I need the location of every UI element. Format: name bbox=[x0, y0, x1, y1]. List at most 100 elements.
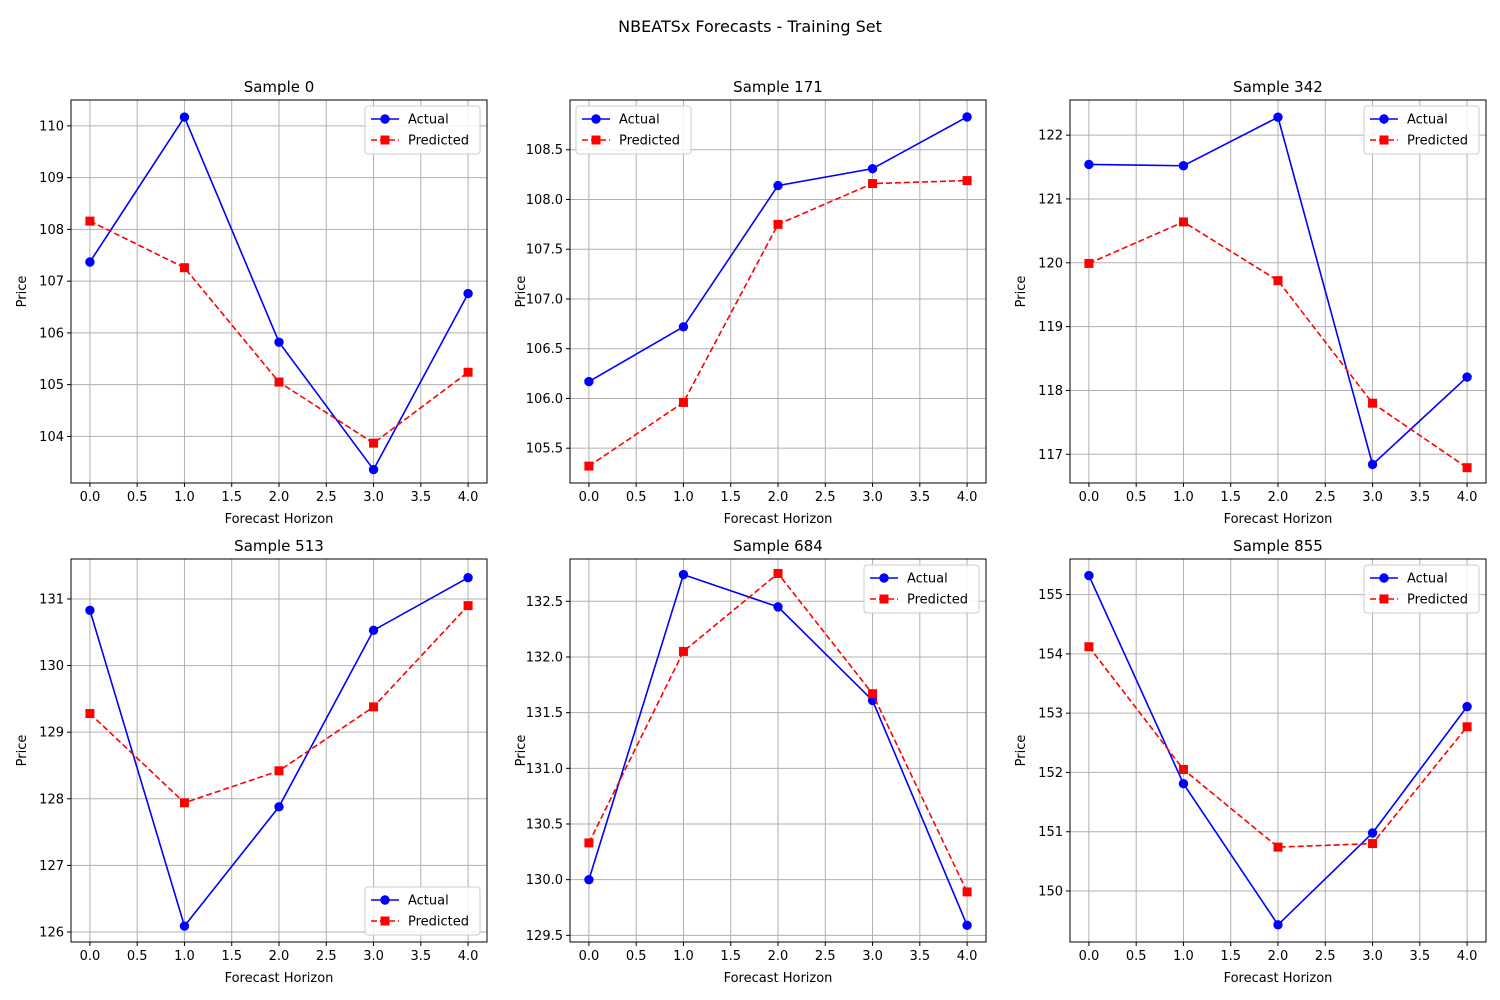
y-tick-label: 128 bbox=[39, 792, 64, 807]
y-axis-label: Price bbox=[1014, 735, 1029, 767]
y-tick-label: 152 bbox=[1038, 766, 1063, 781]
y-tick-label: 120 bbox=[1038, 256, 1063, 271]
x-tick-label: 3.5 bbox=[1409, 490, 1430, 505]
data-point-predicted bbox=[463, 367, 473, 377]
legend-label-predicted: Predicted bbox=[1407, 593, 1468, 608]
data-point-actual bbox=[1367, 828, 1378, 838]
x-tick-label: 1.5 bbox=[221, 949, 242, 964]
data-point-actual bbox=[368, 625, 379, 635]
legend-marker-predicted bbox=[380, 916, 390, 926]
legend: Actual Predicted bbox=[575, 105, 692, 155]
x-tick-label: 1.5 bbox=[221, 490, 242, 505]
subplot-grid: 0.0 0.5 1.0 1.5 2.0 2.5 3.0 3.5 4.0 104 105 106 107 1… bbox=[15, 78, 1487, 986]
data-point-actual bbox=[773, 602, 783, 612]
legend-marker-actual bbox=[591, 114, 601, 124]
legend-label-predicted: Predicted bbox=[408, 915, 469, 930]
y-tick-label: 110 bbox=[39, 119, 64, 134]
legend: Actual Predicted bbox=[364, 105, 481, 155]
subplot-0: 0.0 0.5 1.0 1.5 2.0 2.5 3.0 3.5 4.0 104 105 106 107 1… bbox=[15, 78, 488, 527]
data-point-actual bbox=[584, 874, 594, 885]
x-tick-label: 1.0 bbox=[1173, 949, 1194, 964]
y-tick-label: 119 bbox=[1038, 320, 1063, 335]
y-tick-label: 131.5 bbox=[526, 706, 563, 721]
legend-box bbox=[863, 564, 980, 614]
legend: Actual Predicted bbox=[1363, 105, 1480, 155]
x-tick-label: 0.5 bbox=[127, 490, 148, 505]
y-tick-label: 130 bbox=[39, 659, 64, 674]
legend-label-predicted: Predicted bbox=[408, 134, 469, 149]
data-point-actual bbox=[1178, 161, 1189, 171]
x-tick-label: 4.0 bbox=[458, 949, 479, 964]
subplot-title: Sample 855 bbox=[1233, 537, 1323, 555]
data-point-predicted bbox=[179, 798, 189, 808]
legend-label-actual: Actual bbox=[619, 113, 660, 128]
data-point-actual bbox=[773, 180, 783, 191]
y-tick-label: 104 bbox=[39, 430, 64, 445]
x-tick-label: 1.0 bbox=[174, 490, 195, 505]
plot-frame bbox=[70, 558, 488, 943]
x-tick-label: 1.0 bbox=[673, 949, 694, 964]
subplot-5: 0.0 0.5 1.0 1.5 2.0 2.5 3.0 3.5 4.0 150 151 152 153 1… bbox=[1014, 537, 1487, 986]
data-point-actual bbox=[463, 288, 473, 299]
y-tick-label: 155 bbox=[1038, 588, 1063, 603]
data-point-actual bbox=[678, 569, 689, 580]
subplot-3: 0.0 0.5 1.0 1.5 2.0 2.5 3.0 3.5 4.0 126 127 128 129 1… bbox=[15, 537, 488, 986]
data-point-predicted bbox=[584, 461, 594, 471]
data-point-actual bbox=[368, 464, 379, 475]
data-point-predicted bbox=[369, 438, 379, 448]
x-tick-label: 2.5 bbox=[316, 949, 337, 964]
legend-marker-predicted bbox=[591, 135, 601, 145]
x-axis-label: Forecast Horizon bbox=[225, 971, 334, 986]
x-tick-label: 0.0 bbox=[80, 490, 101, 505]
x-tick-label: 1.0 bbox=[1173, 490, 1194, 505]
y-tick-label: 109 bbox=[39, 171, 64, 186]
data-point-predicted bbox=[463, 601, 473, 611]
data-point-actual bbox=[962, 920, 972, 930]
data-point-actual bbox=[85, 257, 95, 267]
x-tick-label: 2.5 bbox=[1315, 490, 1336, 505]
x-tick-label: 3.5 bbox=[909, 949, 930, 964]
y-tick-label: 121 bbox=[1038, 192, 1063, 207]
data-point-predicted bbox=[868, 179, 878, 189]
y-tick-label: 106.5 bbox=[526, 342, 563, 357]
data-point-predicted bbox=[179, 263, 189, 273]
x-tick-label: 3.5 bbox=[410, 490, 431, 505]
data-point-predicted bbox=[1462, 722, 1472, 732]
y-tick-label: 131.0 bbox=[526, 762, 563, 777]
x-tick-label: 0.5 bbox=[626, 949, 647, 964]
data-point-actual bbox=[85, 605, 95, 615]
x-tick-label: 1.0 bbox=[174, 949, 195, 964]
legend-marker-actual bbox=[1379, 573, 1389, 583]
y-tick-label: 108.5 bbox=[526, 143, 563, 158]
y-tick-label: 108.0 bbox=[526, 193, 563, 208]
x-tick-label: 3.5 bbox=[410, 949, 431, 964]
x-tick-label: 3.0 bbox=[862, 949, 883, 964]
data-point-actual bbox=[867, 163, 878, 174]
x-tick-label: 4.0 bbox=[957, 949, 978, 964]
data-point-predicted bbox=[678, 397, 688, 407]
subplot-4: 0.0 0.5 1.0 1.5 2.0 2.5 3.0 3.5 4.0 129.5 130.0 130… bbox=[514, 537, 987, 986]
x-tick-label: 4.0 bbox=[1457, 490, 1478, 505]
legend: Actual Predicted bbox=[1363, 564, 1480, 614]
data-point-predicted bbox=[1084, 258, 1094, 268]
data-point-actual bbox=[179, 112, 190, 122]
plot-frame bbox=[70, 99, 488, 484]
legend-label-actual: Actual bbox=[408, 113, 449, 128]
y-tick-label: 132.5 bbox=[526, 595, 563, 610]
data-point-actual bbox=[1178, 779, 1189, 789]
subplot-title: Sample 171 bbox=[733, 78, 823, 96]
subplot-1: 0.0 0.5 1.0 1.5 2.0 2.5 3.0 3.5 4.0 105.5 106.0 106… bbox=[514, 78, 987, 527]
x-tick-label: 0.5 bbox=[127, 949, 148, 964]
data-point-predicted bbox=[773, 219, 783, 229]
plot-frame bbox=[569, 558, 987, 943]
series-line-predicted bbox=[1088, 221, 1468, 469]
legend-marker-actual bbox=[380, 114, 390, 124]
x-tick-label: 3.5 bbox=[909, 490, 930, 505]
x-tick-label: 0.5 bbox=[1126, 490, 1147, 505]
y-axis-label: Price bbox=[514, 276, 529, 308]
data-point-predicted bbox=[1273, 842, 1283, 852]
data-point-actual bbox=[678, 322, 689, 332]
y-tick-label: 129 bbox=[39, 726, 64, 741]
x-tick-label: 0.0 bbox=[579, 949, 600, 964]
x-tick-label: 0.5 bbox=[626, 490, 647, 505]
